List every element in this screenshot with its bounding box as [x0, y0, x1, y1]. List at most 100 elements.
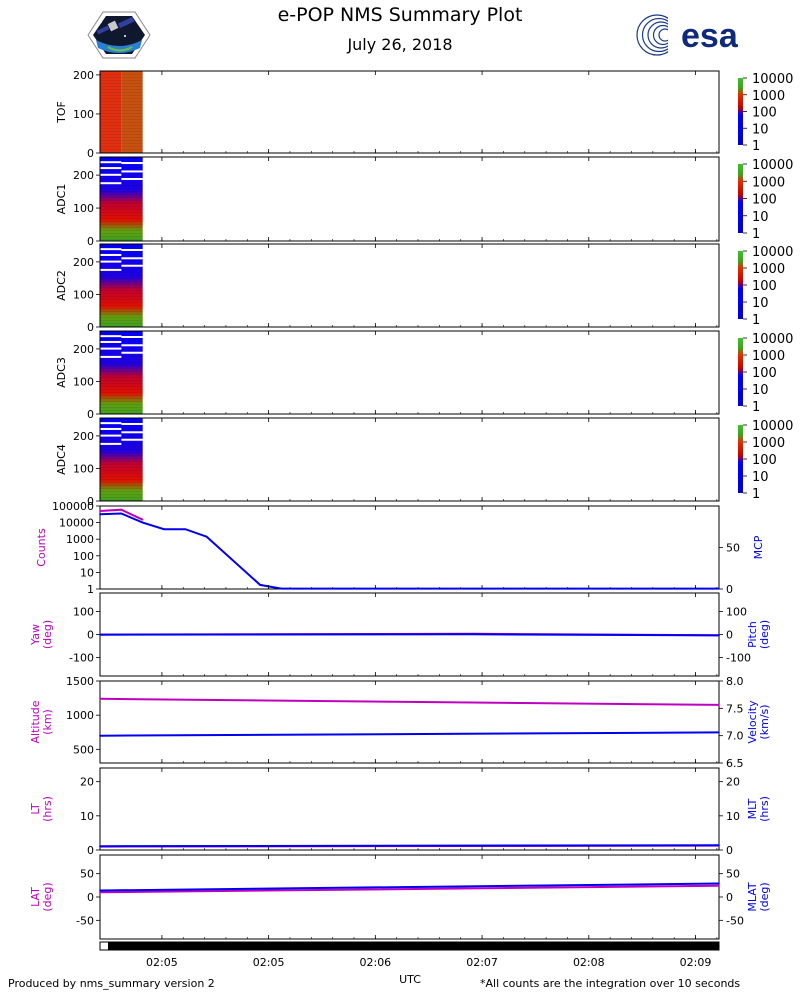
heatmap-adc1 — [100, 157, 143, 241]
heatmap-gap-0 — [100, 248, 122, 251]
y-tick-label: 500 — [73, 743, 94, 756]
esa-logo-text: esa — [681, 17, 739, 55]
y2-axis-label-line-0: MLAT — [746, 882, 759, 912]
y2-tick-label: 50 — [726, 542, 740, 555]
colorbar — [738, 78, 743, 145]
heatmap-texture — [100, 244, 143, 327]
y2-tick-label: 7.0 — [726, 730, 744, 743]
colorbar-tick-label: 10 — [752, 210, 769, 225]
series-point-counts — [99, 510, 101, 512]
y-tick-label: 0 — [87, 495, 94, 508]
y-tick-label: 0 — [87, 891, 94, 904]
colorbar-tick-label: 1 — [752, 227, 760, 242]
series-point-mcp — [163, 528, 165, 531]
series-point-mcp — [280, 587, 283, 590]
heatmap-gap-6 — [100, 355, 122, 358]
y-tick-label: 10 — [80, 566, 94, 579]
heatmap-gap-1 — [100, 340, 122, 343]
y-tick-label: 10 — [80, 810, 94, 823]
y-axis-label-line-0: ADC4 — [55, 444, 68, 475]
panel-5: 1 10 100 1000 10000 0 100 200 ADC4 — [55, 417, 793, 508]
y2-tick-label: 100 — [726, 605, 747, 618]
y-tick-label: 100 — [73, 108, 94, 121]
colorbar-tick-label: 10000 — [752, 158, 793, 173]
series-point-mcp — [141, 521, 144, 524]
series-point-velocity — [718, 731, 720, 734]
y-tick-label: 200 — [73, 430, 94, 443]
y-axis-label-line-0: ADC3 — [55, 357, 68, 388]
y-tick-label: 0 — [87, 629, 94, 642]
series-point-counts — [141, 518, 144, 521]
panel-frame — [99, 767, 720, 851]
panel-2: 1 10 100 1000 10000 0 100 200 ADC1 — [55, 156, 793, 248]
series-line-mlt — [99, 844, 720, 848]
series-line-velocity — [99, 731, 720, 737]
y-axis-label-line-0: LT — [29, 803, 42, 815]
series-line-lat — [99, 884, 720, 894]
panel-3: 1 10 100 1000 10000 0 100 200 ADC2 — [55, 243, 793, 334]
colorbar — [738, 338, 743, 406]
colorbar-tick-label: 1 — [752, 139, 760, 154]
colorbar-tick-label: 10000 — [752, 332, 793, 347]
panel-frame — [99, 680, 720, 764]
epop-mission-logo — [87, 11, 151, 59]
heatmap-texture — [100, 71, 143, 153]
heatmap-gap-5 — [121, 438, 143, 441]
series-point-mcp — [99, 513, 101, 516]
heatmap-gap-5 — [121, 264, 143, 267]
y-tick-label: 0 — [87, 321, 94, 334]
panel-6: 1 10 100 1000 10000 100000 Counts 0 50 MCP — [35, 500, 765, 596]
heatmap-gap-0 — [100, 335, 122, 338]
series-point-mlt — [718, 844, 720, 847]
series-point-mcp — [184, 528, 187, 531]
series-point-counts — [120, 508, 123, 511]
x-tick-label: 02:07 — [466, 956, 498, 969]
heatmap-gap-3 — [121, 162, 143, 165]
y2-tick-label: 0 — [726, 583, 733, 596]
colorbar-tick-label: 1 — [752, 400, 760, 415]
panel-frame — [99, 330, 720, 415]
y-axis-label-line-0: LAT — [29, 887, 42, 907]
heatmap-texture — [100, 418, 143, 501]
series-point-lat — [718, 885, 720, 887]
series-point-altitude — [99, 697, 101, 700]
colorbar-tick-label: 1000 — [752, 436, 785, 451]
footer-note: *All counts are the integration over 10 … — [480, 977, 741, 990]
y-tick-label: 100000 — [52, 500, 94, 513]
colorbar — [738, 251, 743, 319]
y2-axis-label-line-0: MCP — [752, 535, 765, 559]
colorbar-tick-label: 1 — [752, 313, 760, 328]
heatmap-gap-6 — [100, 268, 122, 271]
series-point-mcp — [120, 512, 123, 515]
y2-tick-label: 0 — [726, 844, 733, 857]
esa-logo: esa — [636, 14, 739, 56]
y-tick-label: 100 — [73, 375, 94, 388]
y-tick-label: 1500 — [66, 675, 94, 688]
heatmap-gap-2 — [100, 434, 122, 437]
heatmap-adc2 — [100, 244, 143, 327]
y2-tick-label: -100 — [726, 652, 751, 665]
series-point-pitch — [718, 634, 720, 637]
heatmap-gap-2 — [100, 173, 122, 176]
heatmap-gap-1 — [100, 167, 122, 170]
heatmap-gap-5 — [121, 178, 143, 180]
panel-frame — [99, 70, 720, 154]
series-point-pitch — [99, 633, 101, 636]
panel-frame — [99, 156, 720, 242]
heatmap-gap-0 — [100, 422, 122, 425]
series-point-mlat — [718, 882, 720, 885]
y-axis-label-line-1: (deg) — [41, 620, 54, 649]
colorbar-tick-label: 100 — [752, 106, 777, 121]
y-tick-label: 200 — [73, 169, 94, 182]
series-point-mcp — [259, 584, 261, 586]
y-tick-label: 0 — [87, 408, 94, 421]
x-tick-label: 02:09 — [680, 956, 712, 969]
y-tick-label: -50 — [76, 914, 94, 927]
y-tick-label: 100 — [73, 605, 94, 618]
x-axis-label: UTC — [399, 973, 421, 986]
colorbar-tick-label: 10 — [752, 122, 769, 137]
colorbar-tick-label: 10 — [752, 470, 769, 485]
y2-axis-label-line-1: (deg) — [758, 882, 771, 911]
